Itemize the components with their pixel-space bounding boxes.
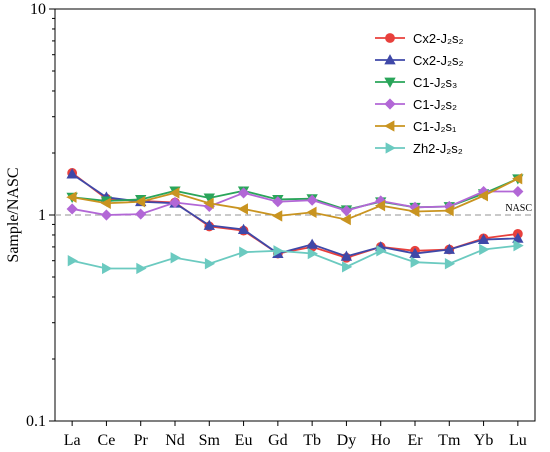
x-tick-label: Tb xyxy=(303,432,321,449)
data-point xyxy=(477,233,490,244)
data-point xyxy=(443,204,454,217)
legend-marker xyxy=(385,33,395,43)
y-tick-label: 1 xyxy=(38,207,46,224)
legend-label: Cx2-J₂s₂ xyxy=(413,31,464,46)
legend-marker xyxy=(384,98,396,110)
data-point xyxy=(135,208,147,220)
data-point xyxy=(237,203,248,215)
data-point xyxy=(512,232,524,243)
data-point xyxy=(239,246,250,258)
data-point xyxy=(443,243,455,254)
series-line xyxy=(71,190,518,216)
data-point xyxy=(306,238,318,249)
legend-item: C1-J₂s₃ xyxy=(375,75,457,90)
data-point xyxy=(342,261,353,273)
data-point xyxy=(409,247,421,258)
data-point xyxy=(66,203,78,215)
data-point xyxy=(238,187,250,199)
data-point xyxy=(100,197,111,209)
legend-label: C1-J₂s₁ xyxy=(413,119,457,134)
series-line xyxy=(71,244,518,270)
data-point xyxy=(169,187,180,199)
data-point xyxy=(307,247,318,260)
data-point xyxy=(66,191,77,203)
legend-label: C1-J₂s₃ xyxy=(413,75,457,90)
data-point xyxy=(203,219,215,230)
data-point xyxy=(479,243,490,256)
data-point xyxy=(102,262,113,275)
x-tick-label: Gd xyxy=(268,432,288,449)
legend-item: C1-J₂s₁ xyxy=(375,119,457,134)
x-tick-label: Lu xyxy=(509,432,527,449)
data-point xyxy=(340,250,353,261)
series-line xyxy=(71,177,519,221)
legend-item: Cx2-J₂s₂ xyxy=(375,53,464,68)
data-point xyxy=(203,197,214,209)
legend-label: Cx2-J₂s₂ xyxy=(413,53,464,68)
nasc-reference-label: NASC xyxy=(505,203,532,214)
data-point xyxy=(306,194,318,206)
data-point xyxy=(169,196,181,209)
data-point xyxy=(512,173,523,185)
x-tick-label: Pr xyxy=(134,432,149,449)
data-point xyxy=(272,196,284,208)
data-point xyxy=(272,210,283,222)
data-point xyxy=(409,205,420,218)
series-5 xyxy=(66,173,523,226)
data-point xyxy=(204,258,216,270)
data-point xyxy=(374,199,386,212)
data-point xyxy=(340,205,352,217)
data-point xyxy=(444,258,456,270)
data-point xyxy=(477,190,488,202)
x-tick-label: Nd xyxy=(165,432,185,449)
y-tick-label: 10 xyxy=(30,1,46,18)
data-point xyxy=(203,193,215,204)
data-point xyxy=(100,209,112,221)
x-tick-label: La xyxy=(64,432,81,449)
data-point xyxy=(136,262,147,275)
series-line xyxy=(71,173,518,258)
x-tick-label: Sm xyxy=(199,432,221,449)
legend-marker xyxy=(384,54,396,65)
x-tick-label: Er xyxy=(407,432,423,449)
x-tick-label: Dy xyxy=(337,432,357,449)
legend-marker xyxy=(384,120,395,132)
data-point xyxy=(512,185,524,198)
legend-item: Zh2-J₂s₂ xyxy=(375,141,463,156)
legend-label: Zh2-J₂s₂ xyxy=(413,141,463,156)
x-tick-label: Eu xyxy=(235,432,253,449)
data-point xyxy=(513,239,524,252)
data-point xyxy=(66,168,78,179)
series-6 xyxy=(67,239,524,275)
data-point xyxy=(306,206,317,219)
x-tick-label: Ho xyxy=(371,432,391,449)
data-point xyxy=(134,196,146,208)
y-axis-title: Sample/NASC xyxy=(5,167,22,262)
data-point xyxy=(237,223,250,234)
data-point xyxy=(273,245,284,257)
legend-label: C1-J₂s₂ xyxy=(413,97,457,112)
data-point xyxy=(340,213,351,226)
x-tick-label: Yb xyxy=(474,432,494,449)
legend-marker xyxy=(385,142,396,154)
data-point xyxy=(170,252,181,264)
x-tick-label: Tm xyxy=(438,432,461,449)
legend-marker xyxy=(384,77,396,88)
y-tick-label: 0.1 xyxy=(26,413,46,430)
data-point xyxy=(376,245,387,257)
x-tick-label: Ce xyxy=(98,432,116,449)
data-point xyxy=(67,255,78,267)
legend-item: C1-J₂s₂ xyxy=(375,97,457,112)
legend-item: Cx2-J₂s₂ xyxy=(375,31,464,46)
data-point xyxy=(410,256,421,268)
